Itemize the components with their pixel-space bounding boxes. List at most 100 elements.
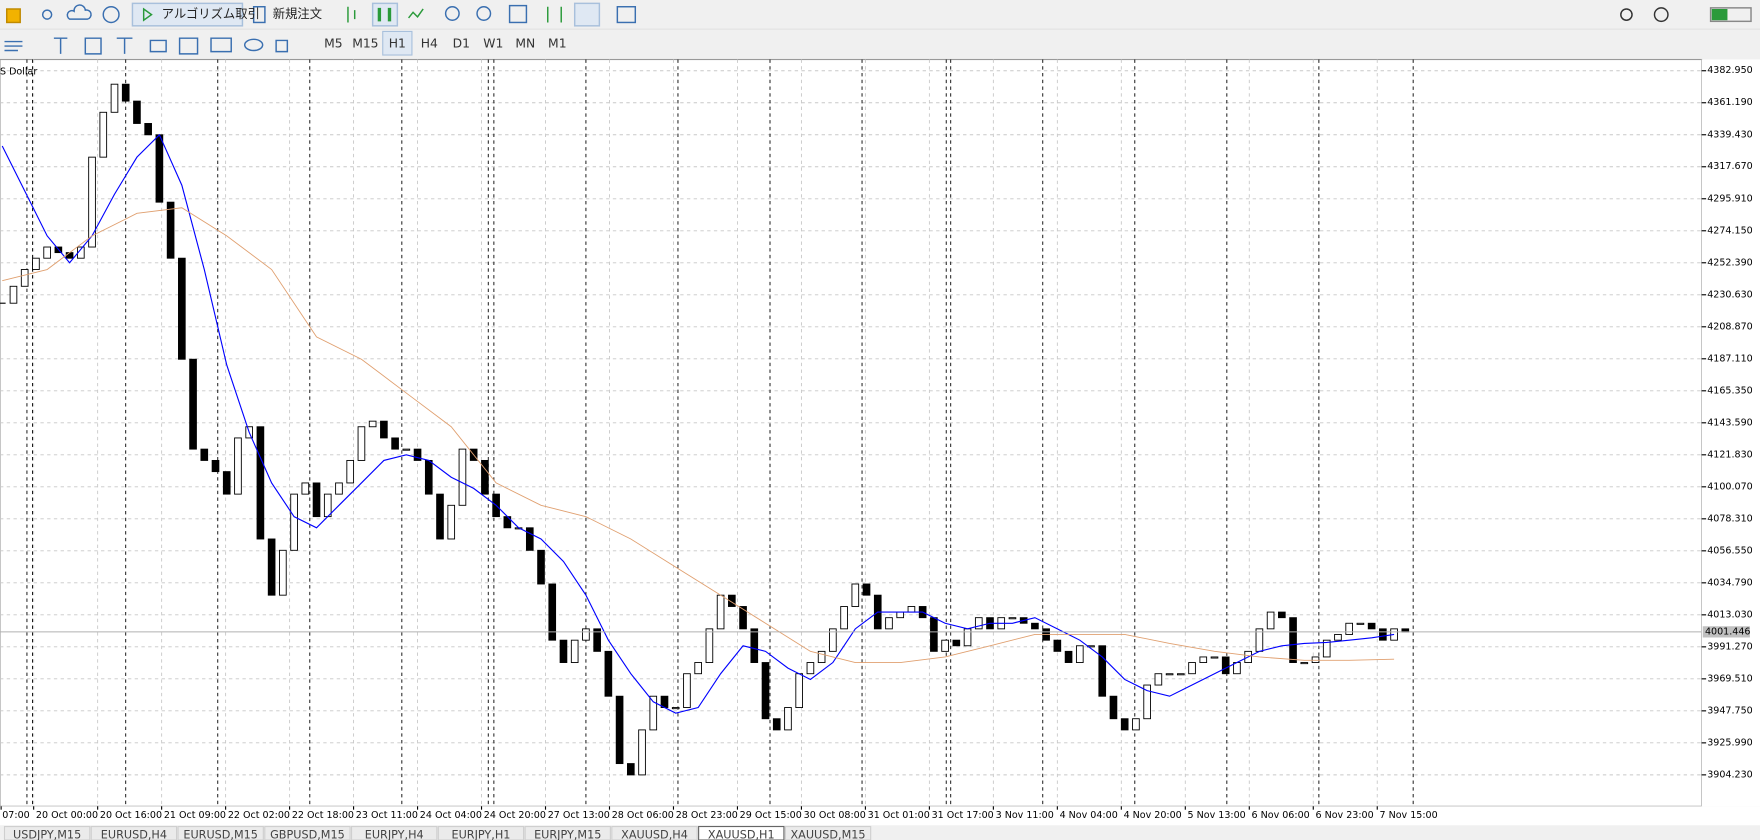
candle	[155, 134, 164, 203]
toolbar-icons	[4, 2, 1752, 55]
autoscroll-icon[interactable]	[547, 6, 562, 23]
new-order-icon[interactable]	[252, 6, 266, 24]
candle	[200, 448, 209, 461]
y-tick-label: 4013.030	[1707, 609, 1752, 620]
candle	[1289, 617, 1297, 663]
chart-tab-label[interactable]: XAUUSD,M15	[791, 829, 866, 840]
candle	[974, 617, 983, 630]
y-tick-label: 4252.390	[1707, 257, 1752, 268]
chart-area	[0, 58, 1703, 807]
chart-tab-label[interactable]: EURJPY,H4	[365, 829, 424, 840]
candle	[671, 707, 680, 710]
candle	[144, 123, 152, 136]
tabs: USDJPY,M15 EURUSD,H4 EURUSD,M15 GBPUSD,M15 E…	[3, 825, 872, 840]
x-tick-label: 29 Oct 15:00	[740, 810, 802, 821]
algo-trading-label[interactable]: アルゴリズム取引	[162, 6, 260, 21]
x-tick-label: 21 Oct 09:00	[164, 810, 226, 821]
screenshot-icon[interactable]	[616, 6, 637, 24]
market-icon[interactable]	[102, 6, 120, 24]
candle	[817, 650, 826, 663]
candle	[784, 707, 792, 731]
y-tick-label: 4100.070	[1707, 481, 1752, 492]
y-tick-label: 4382.950	[1707, 65, 1752, 76]
y-tick-label: 4295.910	[1707, 193, 1752, 204]
cloud-icon[interactable]	[66, 4, 92, 20]
candle	[9, 285, 18, 304]
x-tick-label: 27 Oct 13:00	[548, 810, 610, 821]
chart-tab[interactable]	[698, 825, 785, 840]
chart-tab[interactable]	[611, 825, 698, 840]
bar-chart-icon[interactable]	[347, 6, 356, 23]
candle	[862, 583, 871, 596]
timeframe-bar: M5 M15 H1 H4 D1 W1 MN M1	[324, 30, 567, 56]
y-tick-label: 3925.990	[1707, 737, 1752, 748]
x-tick-label: 4 Nov 04:00	[1060, 810, 1118, 821]
account-icon[interactable]	[1653, 7, 1669, 23]
x-tick-label: 5 Nov 13:00	[1188, 810, 1246, 821]
candle	[537, 549, 545, 585]
zoom-out-icon[interactable]	[476, 6, 492, 21]
candle	[1188, 662, 1196, 675]
algo-button[interactable]	[131, 2, 244, 27]
chart-tab[interactable]	[350, 825, 438, 840]
y-tick-label: 4208.870	[1707, 321, 1752, 332]
candle	[166, 201, 175, 259]
chart-tab[interactable]	[90, 825, 178, 840]
candle	[1322, 639, 1331, 658]
timeframe-button[interactable]: W1	[483, 36, 503, 50]
timeframe-button[interactable]: M15	[352, 36, 378, 50]
chart-tab-label[interactable]: USDJPY,M15	[13, 829, 81, 840]
y-tick-label: 4339.430	[1707, 129, 1752, 140]
shift-button[interactable]	[573, 2, 601, 27]
line-chart-icon[interactable]	[408, 8, 424, 19]
candle	[267, 538, 276, 596]
chart-tab-label[interactable]: EURJPY,M15	[534, 829, 601, 840]
candle	[593, 628, 601, 652]
timeframe-button[interactable]: D1	[453, 36, 470, 50]
timeframe-button[interactable]: H4	[421, 36, 438, 50]
zoom-in-icon[interactable]	[444, 6, 460, 21]
candle-chart-button[interactable]	[371, 2, 399, 27]
chart-tab-label[interactable]: EURUSD,H4	[101, 829, 167, 840]
timeframe-button[interactable]: M5	[324, 36, 342, 50]
chart-tab[interactable]	[784, 825, 872, 840]
battery-icon	[1709, 7, 1752, 23]
new-order-label[interactable]: 新規注文	[273, 6, 322, 21]
search-icon[interactable]	[1620, 8, 1633, 21]
timeframe-button[interactable]: MN	[515, 36, 535, 50]
candle	[649, 695, 658, 731]
timeframe-button[interactable]: M1	[548, 36, 566, 50]
time-axis	[0, 806, 1760, 826]
drawing-tools[interactable]	[4, 37, 289, 55]
candle	[99, 111, 108, 158]
candle	[346, 459, 355, 484]
candle	[840, 606, 848, 630]
candle	[1176, 673, 1185, 676]
chart-tab-label[interactable]: EURJPY,H1	[452, 829, 511, 840]
candle	[705, 628, 714, 663]
candle	[1379, 628, 1387, 641]
candle	[896, 611, 905, 619]
candle	[548, 583, 557, 641]
chart-tab-label[interactable]: EURUSD,M15	[183, 829, 258, 840]
candle	[301, 482, 310, 495]
signal-icon[interactable]	[41, 9, 53, 20]
tile-icon[interactable]	[508, 4, 528, 24]
chart-tab-label[interactable]: XAUUSD,H4	[621, 829, 688, 840]
chart-tab[interactable]	[177, 825, 264, 840]
candle	[222, 471, 231, 495]
candle	[1210, 656, 1219, 659]
timeframe-button[interactable]: H1	[389, 36, 406, 50]
price-axis	[1701, 59, 1760, 807]
chart-tab[interactable]	[264, 825, 351, 840]
y-tick-label: 4056.550	[1707, 545, 1752, 556]
chart-tab[interactable]	[524, 825, 611, 840]
x-tick-label: 07:00	[2, 810, 29, 821]
chart-tab[interactable]	[3, 825, 91, 840]
candle	[1165, 673, 1174, 676]
chart-tab-label[interactable]: XAUUSD,H1	[708, 829, 775, 840]
lock-icon[interactable]	[6, 8, 21, 24]
chart-tab[interactable]	[437, 825, 525, 840]
chart-tab-label[interactable]: GBPUSD,M15	[270, 829, 345, 840]
candle	[694, 662, 702, 675]
